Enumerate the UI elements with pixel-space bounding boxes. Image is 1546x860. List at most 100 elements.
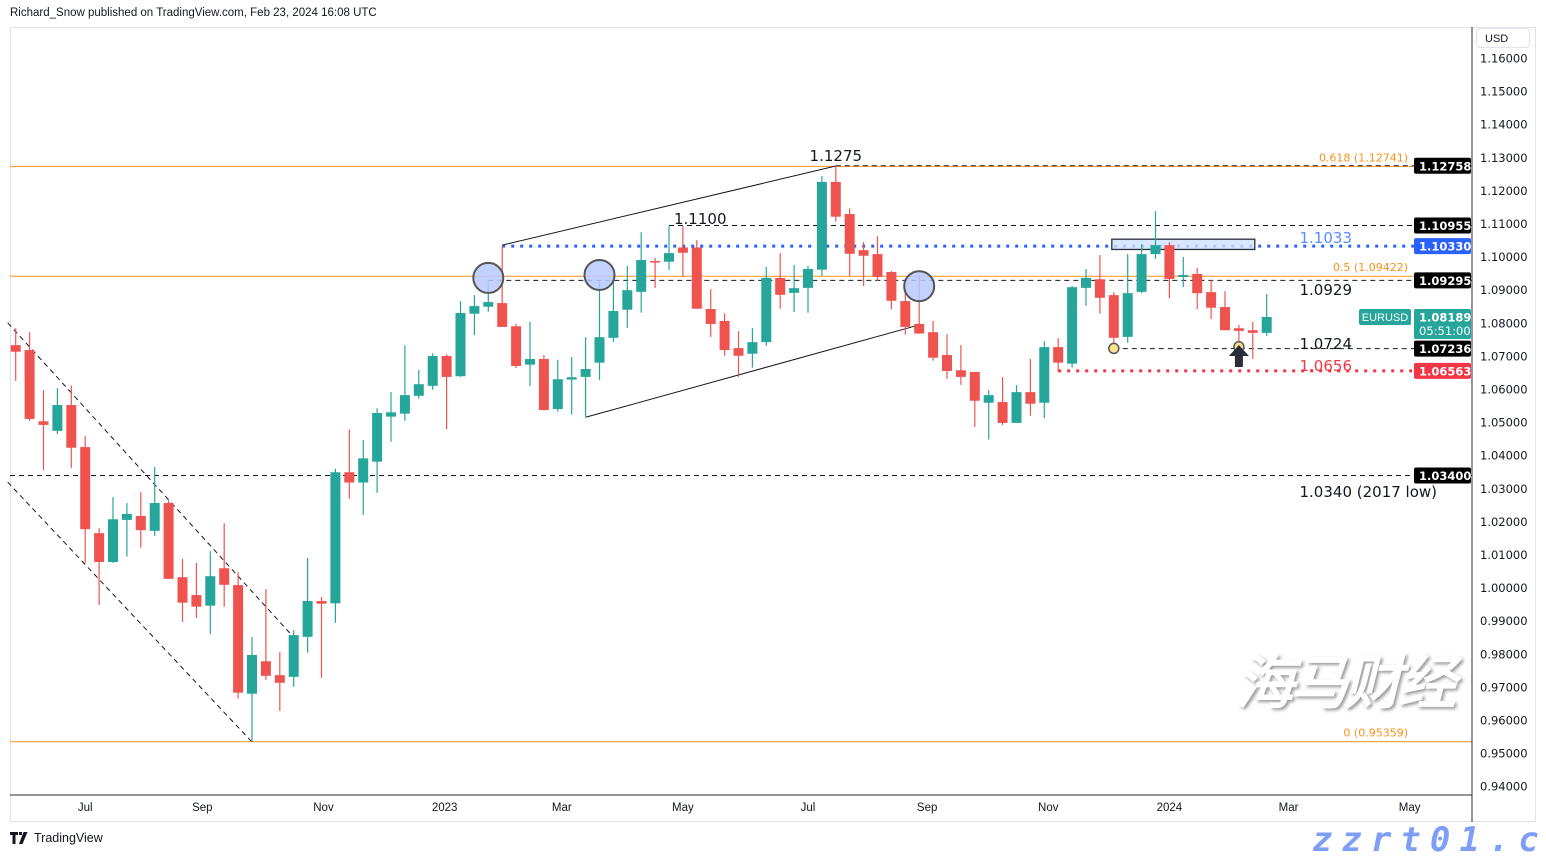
price-annotation[interactable]: 1.1033	[1300, 229, 1353, 247]
candle-body	[372, 412, 383, 462]
price-tick-label: 1.08000	[1480, 316, 1528, 330]
candle-body	[622, 290, 633, 310]
candle-body	[163, 503, 174, 579]
circle-marker[interactable]	[472, 261, 505, 294]
candle-body	[108, 519, 118, 562]
price-axis-label-bg	[1414, 272, 1471, 289]
markers	[472, 258, 1249, 368]
price-axis-label: 1.12758	[1419, 159, 1471, 173]
candle-body	[1164, 245, 1175, 279]
candle-body	[872, 254, 883, 277]
candle-body	[1094, 279, 1105, 298]
time-tick-label: Mar	[552, 802, 572, 814]
candle-body	[469, 306, 480, 314]
candle-body	[580, 368, 591, 377]
arrow-up-icon[interactable]	[1228, 345, 1249, 368]
candle-body	[1067, 287, 1078, 364]
candle-body	[386, 412, 396, 417]
candle-body	[886, 271, 897, 301]
price-tick-label: 0.95000	[1480, 747, 1528, 761]
candle-body	[1150, 245, 1161, 255]
price-tick-label: 0.99000	[1480, 614, 1528, 628]
symbol-tag: EURUSD	[1362, 312, 1409, 324]
price-tick-label: 0.97000	[1480, 680, 1528, 694]
price-tick-label: 1.07000	[1480, 349, 1528, 363]
price-tick-label: 1.16000	[1480, 51, 1528, 65]
price-axis-label-bg	[1414, 157, 1471, 174]
candle-body	[497, 303, 508, 327]
watermark-logo: 海马财经	[1236, 649, 1456, 717]
candle-body	[664, 253, 674, 262]
candle-body	[705, 309, 716, 324]
fib-levels: 0.618 (1.12741) 0.5 (1.09422) 0 (0.95359)	[10, 151, 1472, 743]
price-tick-label: 1.09000	[1480, 283, 1528, 297]
price-axis-label-bg	[1414, 217, 1471, 234]
chart-frame	[10, 27, 1536, 822]
candle-body	[1206, 292, 1217, 308]
trendline[interactable]	[7, 322, 293, 636]
price-annotation[interactable]: 1.0656	[1300, 357, 1353, 375]
candle-body	[149, 503, 160, 531]
fib-level-label: 0.5 (1.09422)	[1333, 261, 1408, 274]
trendline[interactable]	[585, 324, 920, 418]
price-annotation[interactable]: 1.0929	[1300, 281, 1353, 299]
candle-body	[900, 301, 911, 327]
candle-body	[928, 332, 939, 358]
trendline[interactable]	[7, 481, 253, 743]
circle-marker[interactable]	[583, 258, 616, 291]
circle-marker[interactable]	[903, 270, 936, 303]
candle-body	[1039, 347, 1050, 403]
price-tick-label: 1.02000	[1480, 515, 1528, 529]
price-annotation[interactable]: 1.1275	[810, 147, 863, 165]
price-tick-label: 1.15000	[1480, 85, 1528, 99]
candle-body	[219, 568, 230, 585]
candle-body	[302, 601, 313, 637]
candle-body	[247, 654, 257, 694]
time-tick-label: May	[1399, 802, 1421, 814]
price-tick-label: 0.98000	[1480, 647, 1528, 661]
candle-body	[1108, 295, 1119, 338]
trendline[interactable]	[502, 165, 836, 246]
candle-body	[66, 405, 77, 448]
time-tick-label: Nov	[313, 802, 334, 814]
currency-button[interactable]: USD	[1476, 28, 1530, 48]
candle-body	[80, 447, 91, 530]
candle-body	[969, 371, 980, 401]
price-tick-label: 0.94000	[1480, 780, 1528, 794]
candle-body	[997, 402, 1008, 423]
candle-body	[177, 577, 188, 603]
price-annotation[interactable]: 1.0724	[1300, 335, 1353, 353]
candle-body	[191, 595, 202, 607]
price-axis-label-bg	[1414, 362, 1471, 379]
candle-body	[803, 268, 813, 288]
countdown-label: 05:51:00	[1419, 324, 1471, 338]
price-annotation[interactable]: 1.0340 (2017 low)	[1300, 483, 1438, 501]
price-tick-label: 1.11000	[1480, 217, 1528, 231]
candle-body	[955, 370, 966, 377]
candle-body	[511, 326, 522, 366]
candle-body	[983, 395, 994, 403]
tradingview-logo[interactable]: TradingView	[10, 831, 103, 845]
candle-body	[525, 359, 535, 365]
candle-body	[316, 601, 327, 604]
price-axis-label-bg	[1414, 467, 1471, 484]
time-tick-label: Sep	[917, 802, 937, 814]
candle-body	[858, 250, 869, 256]
candle-body	[344, 472, 355, 483]
price-tick-label: 1.04000	[1480, 449, 1528, 463]
candle-body	[844, 214, 855, 254]
annotations: 1.1275 1.1100 1.1033 1.0929 1.0724 1.0656 1.03…	[674, 147, 1437, 501]
candle-body	[441, 356, 452, 377]
last-price-label: 1.08189	[1419, 311, 1471, 325]
price-tick-label: 1.12000	[1480, 184, 1528, 198]
price-tick-label: 1.01000	[1480, 548, 1528, 562]
price-axis-label: 1.10330	[1419, 240, 1471, 254]
candle-body	[260, 661, 271, 676]
price-annotation[interactable]: 1.1100	[674, 210, 727, 228]
candle-body	[1192, 273, 1203, 294]
candle-body	[789, 288, 800, 293]
dot-marker[interactable]	[1108, 342, 1120, 355]
resistance-zone[interactable]	[1111, 238, 1256, 251]
watermark-url: zzrt01.cn	[1312, 820, 1546, 860]
